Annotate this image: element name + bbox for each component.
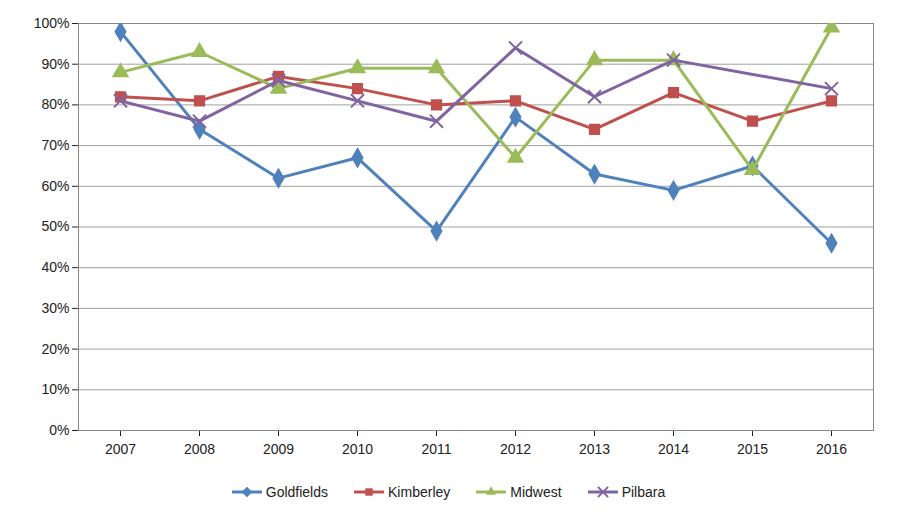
svg-text:10%: 10% [41, 381, 69, 397]
svg-text:2013: 2013 [579, 441, 610, 457]
html-text:Goldfields: Goldfields [265, 484, 328, 500]
svg-text:2016: 2016 [816, 441, 847, 457]
svg-text:0%: 0% [49, 422, 69, 438]
svg-text:2009: 2009 [263, 441, 294, 457]
svg-text:90%: 90% [41, 56, 69, 72]
svg-text:2011: 2011 [421, 441, 451, 457]
svg-text:70%: 70% [41, 137, 69, 153]
html-text:Midwest: Midwest [510, 484, 562, 500]
svg-text:100%: 100% [34, 15, 70, 31]
svg-text:2012: 2012 [500, 441, 531, 457]
html-text:Pilbara: Pilbara [621, 484, 666, 500]
svg-text:30%: 30% [41, 300, 69, 316]
svg-text:80%: 80% [41, 96, 69, 112]
svg-text:2014: 2014 [658, 441, 689, 457]
svg-text:2008: 2008 [184, 441, 215, 457]
svg-text:60%: 60% [41, 178, 69, 194]
html-text:Kimberley: Kimberley [388, 484, 451, 500]
svg-text:2010: 2010 [342, 441, 373, 457]
svg-text:50%: 50% [41, 218, 69, 234]
svg-text:2007: 2007 [105, 441, 136, 457]
svg-text:20%: 20% [41, 341, 69, 357]
svg-text:2015: 2015 [737, 441, 768, 457]
svg-text:40%: 40% [41, 259, 69, 275]
